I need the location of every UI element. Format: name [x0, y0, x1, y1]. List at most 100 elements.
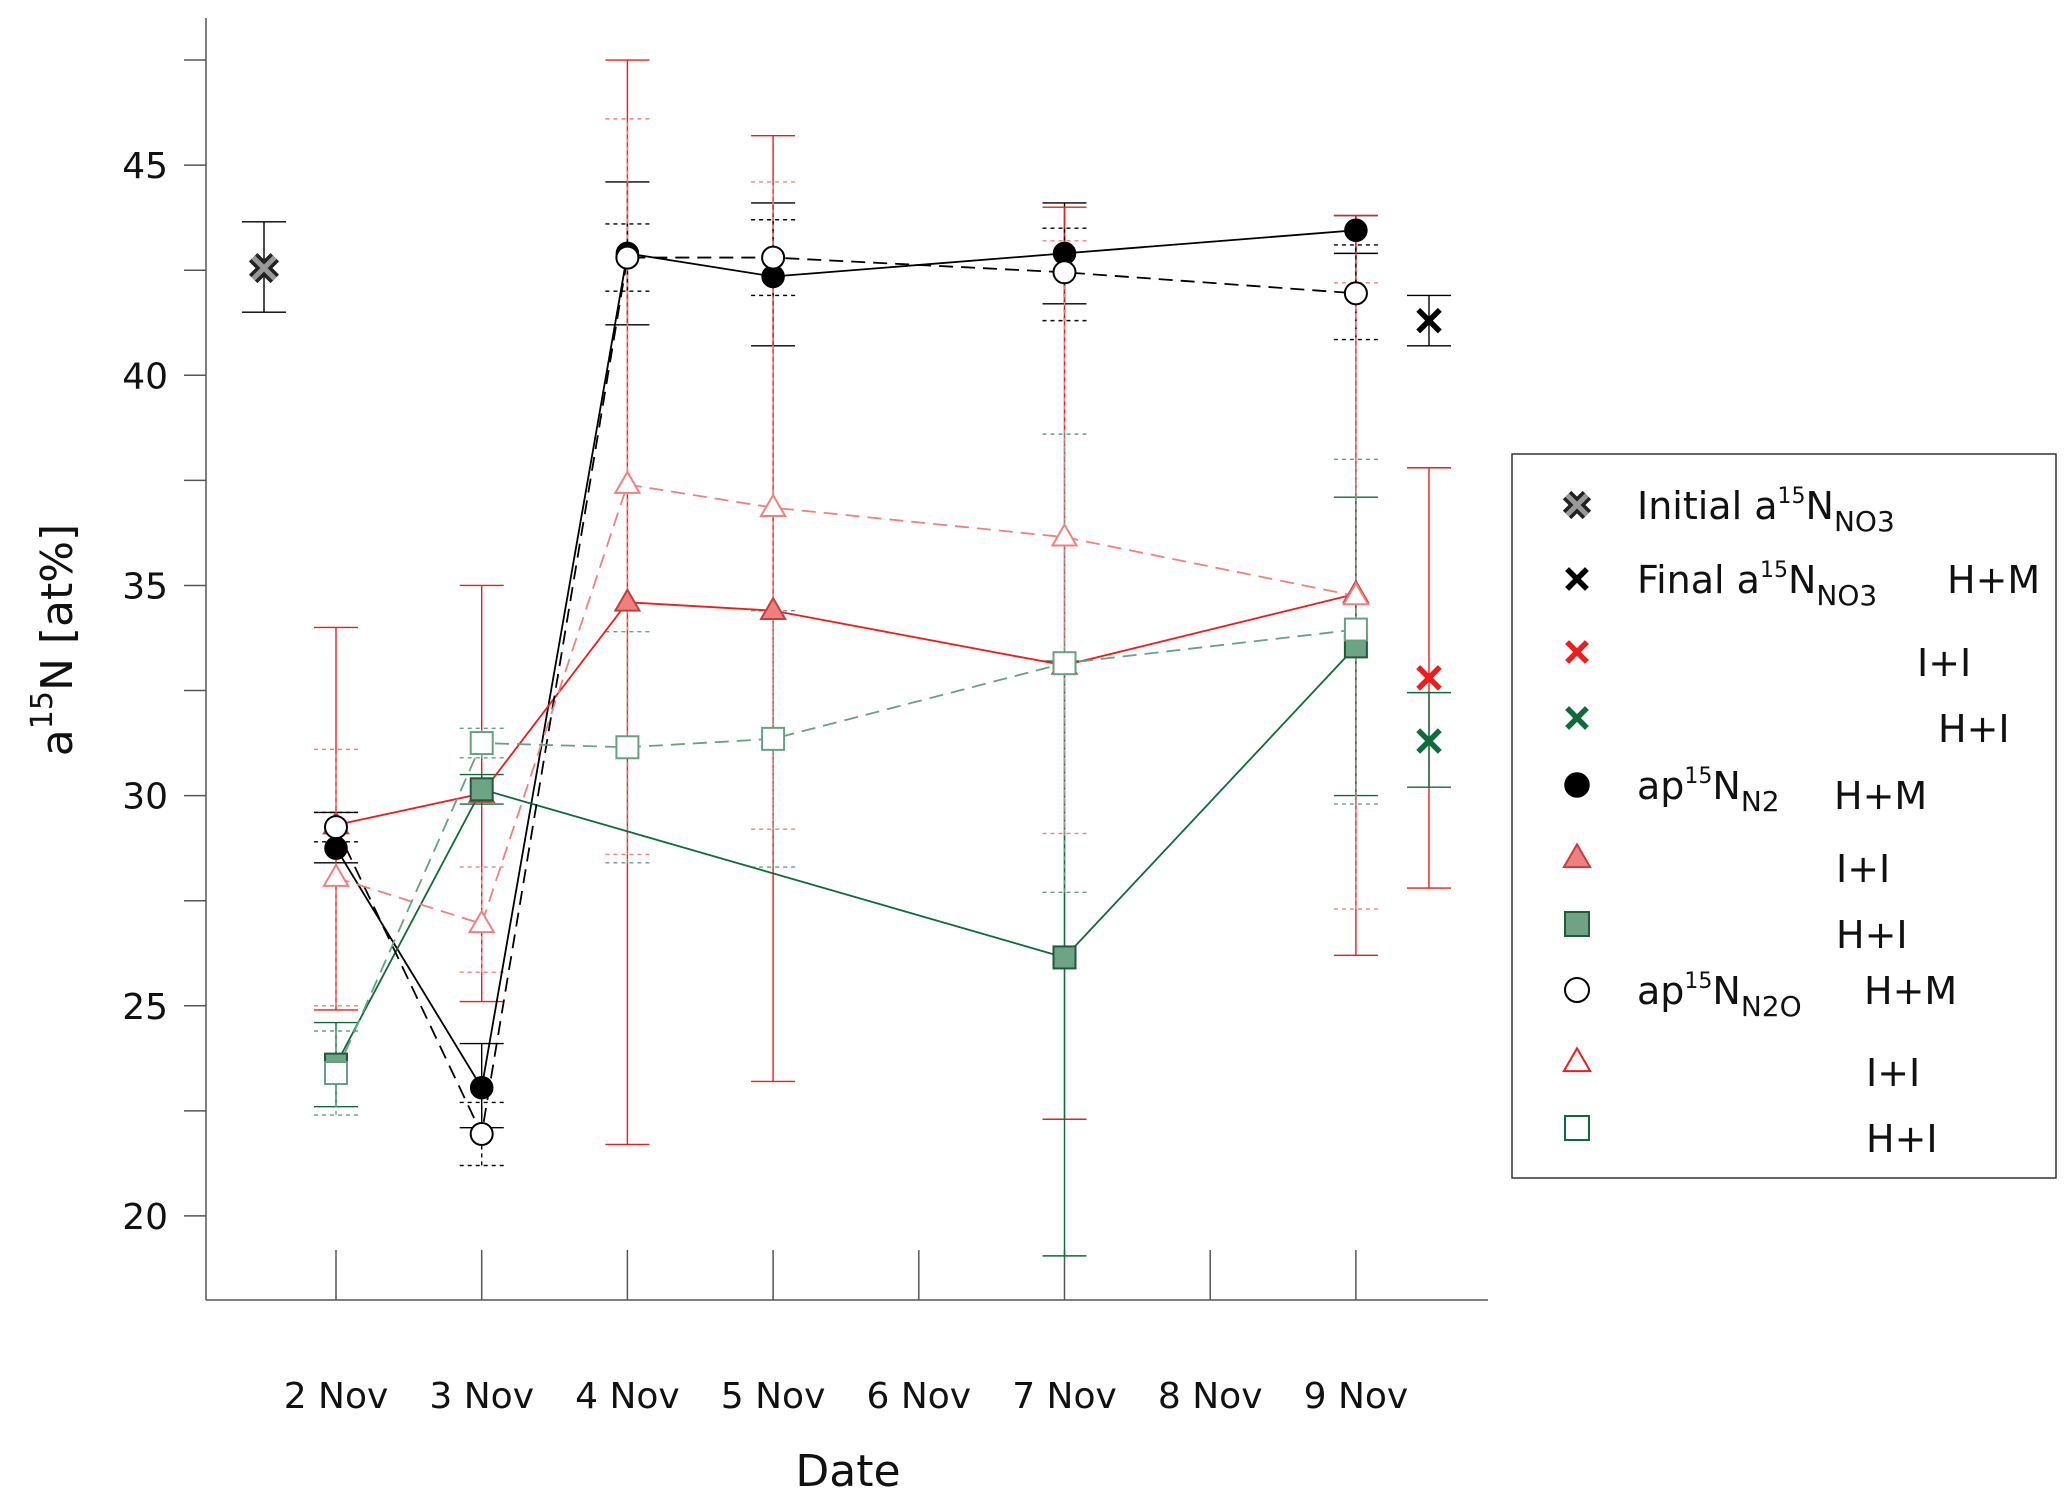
legend-tag: I+I: [1917, 641, 1971, 685]
legend-label-sup: 15: [1684, 764, 1712, 789]
legend-tag: H+I: [1938, 707, 2010, 751]
legend-label-sub: N2: [1741, 785, 1780, 818]
data-point-n2o-i-i: [467, 909, 496, 934]
data-point-n2o-i-i: [322, 863, 350, 887]
data-point-n2o-h-m: [324, 815, 348, 840]
legend-label-sup: 15: [1684, 969, 1712, 994]
data-point-n2-h-i: [1052, 945, 1077, 970]
error-bar-n2o-h-i: [1333, 458, 1378, 805]
legend-marker: [1564, 1115, 1590, 1141]
data-point-nitrate-final: [1416, 307, 1442, 334]
y-tick-label: 20: [122, 1197, 168, 1238]
data-point-n2-h-m: [1344, 218, 1368, 243]
data-point-n2-i-i: [613, 587, 642, 612]
data-point-n2o-h-i: [615, 735, 640, 760]
y-tick-label: 30: [122, 777, 168, 818]
legend-marker: [1562, 1046, 1592, 1073]
error-bar-n2o-h-m: [459, 1101, 504, 1167]
x-tick-label: 4 Nov: [575, 1376, 680, 1417]
data-point-n2o-h-i: [761, 726, 786, 751]
y-title-base: a: [32, 729, 83, 756]
legend-box: [1511, 453, 2057, 1179]
data-point-n2o-i-i: [1050, 522, 1079, 547]
data-point-n2o-h-i: [469, 731, 494, 756]
legend-marker: [1562, 490, 1592, 520]
x-stroke: [1416, 665, 1442, 691]
legend-label-sub: NO3: [1834, 505, 1895, 538]
axes: 20 25 30 35 40 45 2 Nov 3 Nov 4 Nov 5 Nov 6 Nov 7 N…: [25, 18, 1488, 1497]
legend-tag: H+M: [1947, 558, 2040, 602]
x-stroke: [251, 255, 277, 281]
legend-label: ap15NN2O: [1637, 969, 1802, 1023]
legend-marker: [1565, 706, 1589, 730]
legend-marker: [1565, 640, 1589, 664]
x-stroke: [1416, 728, 1442, 754]
data-point-nitrate-final: [1416, 728, 1442, 754]
x-stroke: [1416, 307, 1442, 334]
data-point-n2o-i-i: [759, 493, 787, 518]
legend-label-sub: N2O: [1741, 990, 1802, 1023]
legend-marker: [1564, 911, 1590, 937]
data-point-n2o-h-i: [1343, 617, 1368, 642]
legend-tag: H+M: [1834, 774, 1927, 818]
data-point-n2o-i-i: [1342, 581, 1370, 606]
legend-tag: H+M: [1864, 969, 1957, 1013]
data-point-n2o-h-m: [615, 245, 640, 270]
y-tick-label: 45: [122, 146, 168, 187]
legend-marker: [1564, 977, 1590, 1003]
x-tick-label: 7 Nov: [1012, 1376, 1117, 1417]
legend-label-sup: 15: [1760, 558, 1788, 583]
legend-marker: [1565, 567, 1589, 591]
data-point-n2-h-i: [469, 777, 494, 802]
legend-label-sup: 15: [1778, 484, 1806, 509]
x-tick-label: 8 Nov: [1158, 1376, 1263, 1417]
y-tick-label: 25: [122, 987, 168, 1028]
legend-marker: [1564, 772, 1590, 798]
data-point-n2o-h-m: [761, 245, 786, 270]
x-tick-label: 2 Nov: [284, 1376, 389, 1417]
data-point-n2o-h-i: [324, 1061, 348, 1086]
x-tick-label: 9 Nov: [1304, 1376, 1409, 1417]
series-line-n2o-h-i: [335, 628, 1357, 1074]
legend-label-mid: N: [1788, 558, 1816, 602]
series-line-n2o-i-i: [335, 483, 1357, 925]
series-line-n2-h-m: [335, 229, 1356, 1091]
error-bars: [242, 59, 1451, 1257]
x-tick-label: 6 Nov: [866, 1376, 971, 1417]
series-line-n2-h-i: [335, 645, 1357, 1066]
legend-label-text: Initial a: [1637, 484, 1778, 528]
legend-label-mid: N: [1712, 764, 1740, 808]
data-point-n2o-i-i: [613, 470, 642, 494]
y-tick-label: 35: [122, 566, 168, 607]
data-point-n2o-h-m: [1052, 260, 1077, 285]
data-point-n2o-h-m: [1343, 281, 1368, 306]
x-stroke: [1565, 567, 1589, 591]
series-line-n2o-h-m: [335, 256, 1356, 1137]
error-bar-n2o-i-i: [459, 866, 504, 973]
legend-label-mid: N: [1806, 484, 1834, 528]
data-point-n2-h-m: [324, 836, 348, 860]
legend-label: Final a15NNO3: [1637, 558, 1877, 612]
y-title-rest: N [at%]: [32, 524, 83, 691]
data-point-n2-h-m: [469, 1075, 494, 1100]
data-point-nitrate-final: [1416, 665, 1442, 691]
x-axis-title: Date: [795, 1446, 900, 1497]
y-tick-label: 40: [122, 356, 168, 397]
legend-label: ap15NN2: [1637, 764, 1780, 818]
x-tick-label: 3 Nov: [429, 1376, 534, 1417]
legend-label: Initial a15NNO3: [1637, 484, 1895, 538]
series-lines: [335, 229, 1357, 1137]
legend-label-text: ap: [1637, 764, 1684, 808]
data-point-n2o-h-i: [1052, 651, 1077, 676]
legend-label-text: Final a: [1637, 558, 1760, 602]
y-axis-title: a15N [at%]: [25, 524, 83, 756]
legend-tag: H+I: [1836, 913, 1908, 957]
data-point-n2o-h-m: [469, 1121, 494, 1146]
legend-label-text: ap: [1637, 969, 1684, 1013]
legend-label-mid: N: [1712, 969, 1740, 1013]
legend-tag: H+I: [1866, 1117, 1938, 1161]
legend-marker: [1562, 842, 1592, 869]
y-title-sup: 15: [25, 691, 60, 729]
x-stroke: [1565, 640, 1589, 664]
